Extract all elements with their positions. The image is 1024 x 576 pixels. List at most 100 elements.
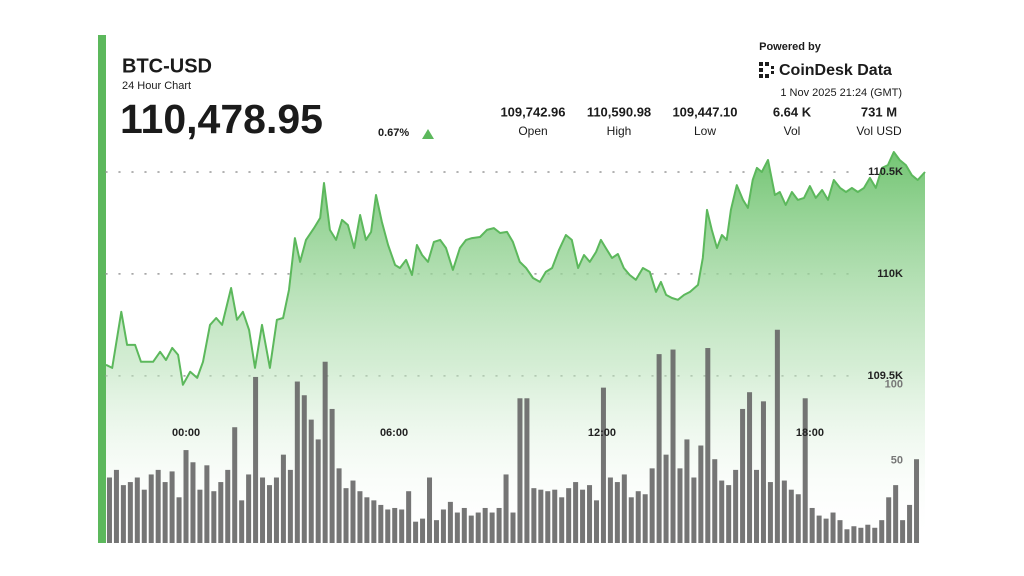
- volume-bar: [148, 474, 154, 543]
- timestamp: 1 Nov 2025 21:24 (GMT): [780, 87, 902, 99]
- volume-bar: [503, 474, 509, 543]
- volume-bar: [587, 485, 593, 543]
- stat-value: 109,742.96: [500, 104, 565, 119]
- volume-bar: [329, 408, 335, 543]
- volume-bar: [879, 520, 885, 543]
- volume-bar: [893, 485, 899, 543]
- volume-bar: [726, 485, 732, 543]
- volume-bar: [677, 468, 683, 543]
- volume-bar: [239, 500, 245, 543]
- volume-bar: [287, 469, 293, 543]
- subtitle: 24 Hour Chart: [122, 80, 191, 92]
- volume-bar: [413, 521, 419, 543]
- volume-bar: [232, 427, 238, 543]
- volume-bar: [823, 518, 829, 543]
- accent-bar: [98, 35, 106, 543]
- volume-bar: [496, 507, 502, 543]
- volume-bar: [385, 509, 391, 543]
- volume-bar: [684, 439, 690, 543]
- y2-tick-label: 50: [891, 455, 903, 467]
- stat-value: 6.64 K: [773, 104, 812, 119]
- volume-bar: [183, 450, 189, 543]
- volume-bar: [580, 489, 586, 543]
- x-tick-label: 06:00: [380, 427, 408, 439]
- x-tick-label: 18:00: [796, 427, 824, 439]
- volume-bar: [357, 491, 363, 543]
- volume-bar: [176, 497, 182, 543]
- y2-tick-label: 100: [885, 379, 903, 391]
- volume-bar: [294, 381, 300, 543]
- volume-bar: [461, 507, 467, 543]
- volume-bar: [260, 477, 266, 543]
- volume-bar: [141, 489, 147, 543]
- price-line: [105, 151, 926, 386]
- volume-bar: [621, 474, 627, 543]
- y-tick-label: 110.5K: [868, 166, 903, 178]
- volume-bar: [781, 480, 787, 543]
- volume-bar: [767, 482, 773, 543]
- volume-bar: [197, 489, 203, 543]
- volume-bar: [531, 488, 537, 543]
- volume-bar: [628, 497, 634, 543]
- x-tick-label: 00:00: [172, 427, 200, 439]
- volume-bar: [468, 515, 474, 543]
- stat-label: Vol USD: [856, 124, 902, 138]
- volume-bar: [566, 488, 572, 543]
- x-tick-label: 12:00: [588, 427, 616, 439]
- volume-bar: [649, 468, 655, 543]
- volume-bar: [454, 512, 460, 543]
- volume-bar: [524, 398, 530, 543]
- volume-bar: [211, 491, 217, 543]
- volume-bar: [858, 527, 864, 543]
- volume-bar: [106, 477, 112, 543]
- volume-bar: [440, 509, 446, 543]
- volume-bar: [392, 507, 398, 543]
- volume-bar: [315, 439, 321, 543]
- volume-bar: [663, 454, 669, 543]
- volume-bar: [378, 504, 384, 543]
- volume-bar: [788, 489, 794, 543]
- volume-bar: [204, 465, 210, 543]
- volume-bar: [253, 376, 259, 543]
- volume-bar: [844, 529, 850, 543]
- volume-bar: [246, 474, 252, 543]
- brand: CoinDesk Data: [779, 62, 892, 79]
- volume-bar: [865, 524, 871, 543]
- brand-icon: [759, 62, 774, 78]
- volume-bar: [113, 469, 119, 543]
- volume-bar: [343, 488, 349, 543]
- plot: 109.5K 110K 110.5K 50 100 00:00 06:00 12:00 18:0…: [105, 151, 926, 543]
- stat-label: Low: [694, 124, 716, 138]
- volume-bar: [510, 512, 516, 543]
- volume-bar: [795, 494, 801, 543]
- volume-bar: [670, 349, 676, 543]
- volume-bar: [447, 501, 453, 543]
- volume-bar: [371, 500, 377, 543]
- volume-bar: [600, 387, 606, 543]
- stat-value: 110,590.98: [587, 104, 651, 119]
- volume-bar: [517, 398, 523, 543]
- volume-bar: [120, 485, 126, 543]
- volume-bar: [851, 526, 857, 543]
- volume-bar: [914, 459, 920, 543]
- volume-bar: [350, 480, 356, 543]
- up-arrow: [422, 129, 434, 139]
- volume-bar: [816, 515, 822, 543]
- volume-bar: [420, 518, 426, 543]
- volume-bar: [308, 419, 314, 543]
- volume-bar: [489, 512, 495, 543]
- volume-bar: [280, 454, 286, 543]
- volume-bar: [872, 527, 878, 543]
- volume-bar: [719, 480, 725, 543]
- stat-label: Vol: [784, 124, 801, 138]
- volume-bar: [266, 485, 273, 543]
- volume-bar: [482, 507, 488, 543]
- volume-bar: [552, 489, 558, 543]
- volume-bar: [155, 469, 161, 543]
- volume-bar: [225, 469, 231, 543]
- volume-bar: [134, 477, 140, 543]
- volume-bar: [774, 329, 780, 543]
- volume-bar: [705, 348, 711, 543]
